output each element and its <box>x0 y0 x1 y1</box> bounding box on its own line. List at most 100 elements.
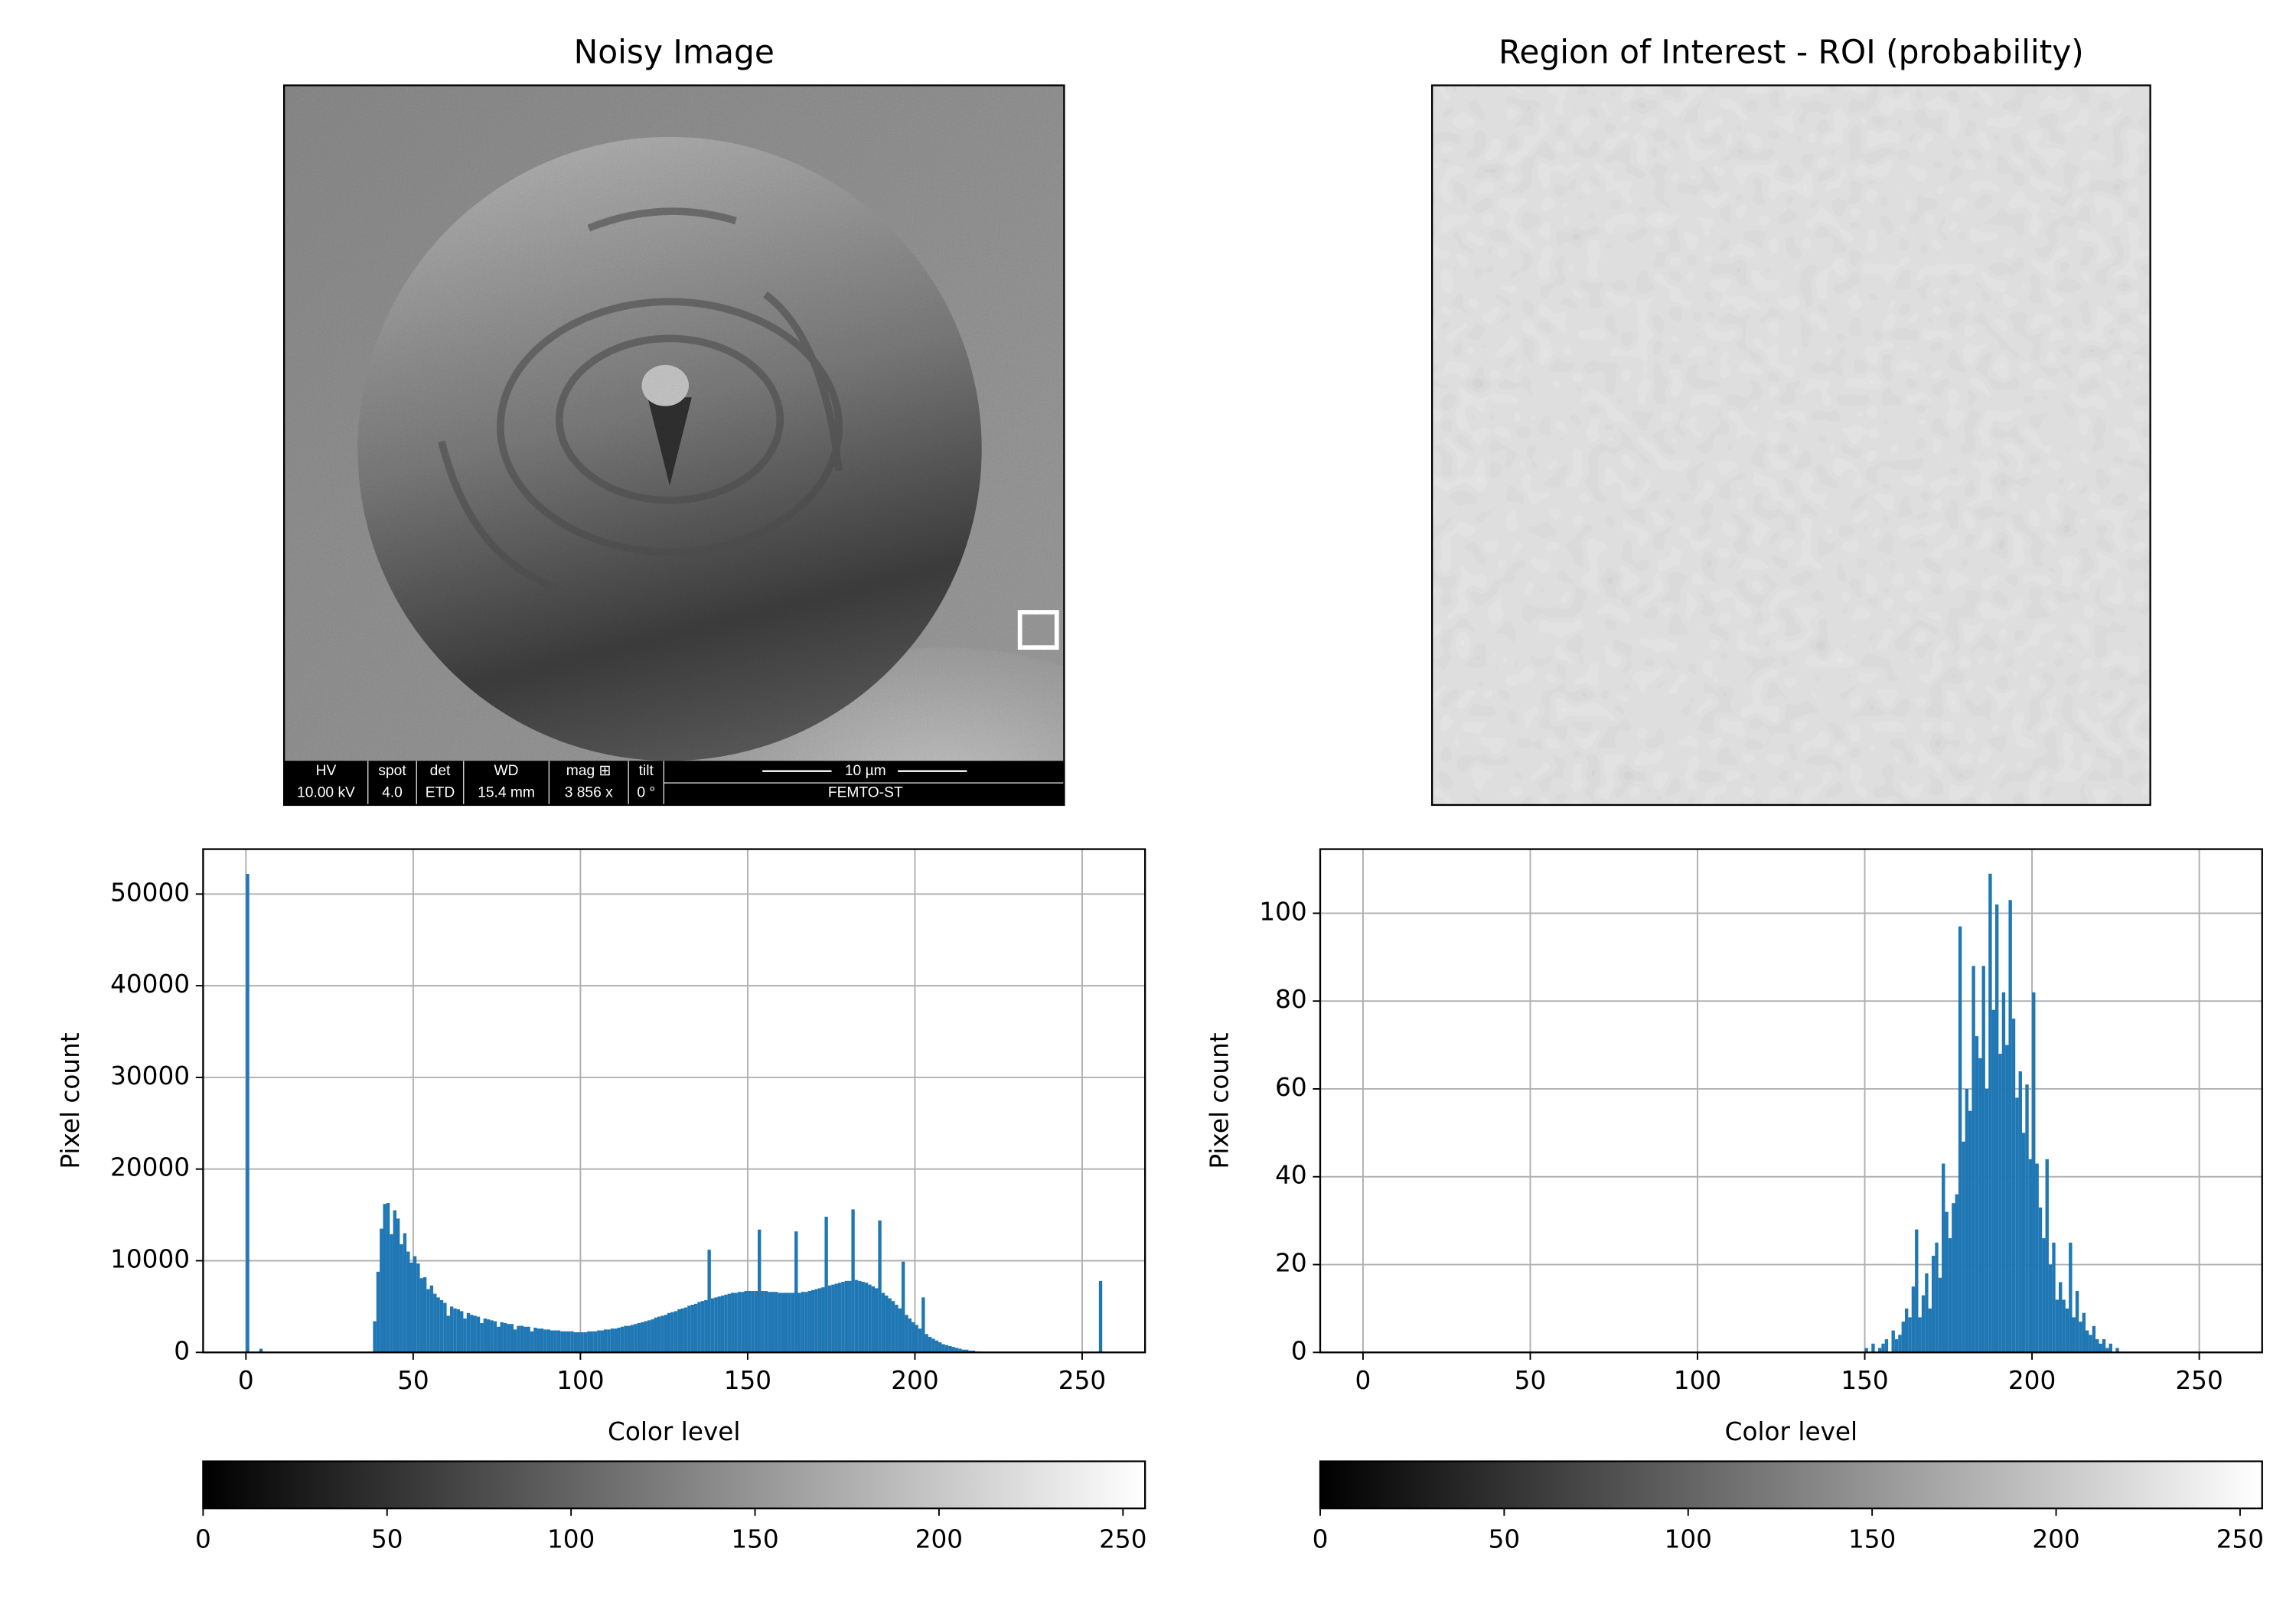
bar <box>687 1305 691 1353</box>
x-tick-label: 150 <box>1848 1524 1896 1553</box>
bar <box>915 1325 918 1353</box>
bar <box>493 1321 497 1353</box>
bar <box>426 1289 430 1353</box>
y-tick-label: 30000 <box>110 1061 190 1090</box>
bar <box>821 1287 825 1353</box>
info-label: tilt <box>639 763 654 779</box>
bar <box>871 1286 876 1353</box>
bar <box>1915 1229 1919 1353</box>
bar <box>951 1347 955 1353</box>
bar <box>854 1279 859 1353</box>
bar <box>617 1327 621 1353</box>
bar <box>2021 1133 2026 1353</box>
y-tick-label: 60 <box>1275 1073 1307 1102</box>
bar <box>647 1320 651 1353</box>
bar <box>1881 1343 1885 1353</box>
y-tick-label: 0 <box>1291 1336 1307 1365</box>
bar <box>403 1233 407 1353</box>
bar <box>2072 1317 2076 1353</box>
bar <box>1981 966 1985 1353</box>
bar <box>419 1278 423 1353</box>
bar <box>480 1322 484 1353</box>
bar <box>439 1300 444 1353</box>
bar <box>1948 1238 1952 1353</box>
bar <box>413 1256 417 1353</box>
bar <box>510 1324 514 1353</box>
bar <box>2089 1335 2092 1353</box>
bar <box>373 1321 377 1353</box>
bar <box>881 1292 885 1353</box>
bar <box>814 1289 818 1353</box>
x-tick-label: 200 <box>891 1366 938 1395</box>
bar <box>948 1345 952 1353</box>
info-label: det <box>430 763 451 779</box>
bar <box>1991 1009 1995 1353</box>
info-label: HV <box>316 763 337 779</box>
bar <box>497 1326 501 1353</box>
x-tick-label: 250 <box>2175 1366 2223 1395</box>
y-tick-label: 20 <box>1275 1249 1307 1278</box>
info-label: WD <box>494 763 519 779</box>
bar <box>2086 1330 2089 1353</box>
bar <box>376 1271 380 1353</box>
bar <box>958 1348 962 1353</box>
bar <box>396 1218 400 1353</box>
bar <box>520 1325 524 1353</box>
bar <box>720 1296 725 1353</box>
colorbar <box>202 1460 1146 1510</box>
bar <box>2008 900 2012 1353</box>
bar <box>2032 992 2036 1353</box>
bar <box>1925 1273 1929 1353</box>
bar <box>1994 904 1999 1353</box>
bar <box>801 1292 805 1353</box>
bar <box>794 1231 798 1353</box>
bar <box>697 1302 701 1353</box>
bar <box>758 1229 762 1353</box>
bar <box>422 1277 427 1353</box>
y-axis-label: Pixel count <box>56 1032 85 1169</box>
bar <box>429 1285 434 1353</box>
bar <box>764 1291 768 1353</box>
bar <box>851 1209 855 1353</box>
bar <box>2055 1299 2060 1353</box>
bar <box>2005 1045 2009 1353</box>
bar <box>1938 1277 1942 1353</box>
bar <box>971 1350 976 1353</box>
bar <box>587 1331 591 1353</box>
bar <box>2108 1343 2112 1353</box>
bar <box>1871 1343 1875 1353</box>
bar <box>1958 926 1962 1353</box>
bar <box>868 1284 872 1353</box>
bar <box>954 1348 959 1353</box>
bar <box>1971 966 1975 1353</box>
bar <box>400 1244 403 1353</box>
bar <box>664 1315 668 1353</box>
bar <box>680 1308 684 1353</box>
info-value: 0 ° <box>637 785 655 801</box>
bar <box>566 1331 571 1353</box>
x-tick-label: 150 <box>731 1524 778 1553</box>
bar <box>731 1292 735 1353</box>
bar <box>556 1330 561 1353</box>
y-tick-label: 20000 <box>110 1153 190 1182</box>
bar <box>941 1344 945 1353</box>
bar <box>834 1283 838 1353</box>
bar <box>761 1291 765 1353</box>
bar <box>944 1345 949 1353</box>
bar <box>2102 1339 2106 1353</box>
bar <box>683 1307 688 1353</box>
bar <box>771 1292 775 1353</box>
bar <box>2018 1071 2022 1353</box>
x-tick-label: 50 <box>1515 1366 1547 1395</box>
bar <box>456 1309 461 1353</box>
bar <box>483 1318 488 1353</box>
bar <box>463 1318 467 1353</box>
bar <box>487 1319 491 1353</box>
bar <box>931 1338 935 1353</box>
bar <box>751 1291 755 1353</box>
y-tick-label: 40000 <box>110 970 190 999</box>
bar <box>2099 1343 2102 1353</box>
bar <box>901 1261 905 1353</box>
bar <box>2015 1097 2019 1353</box>
